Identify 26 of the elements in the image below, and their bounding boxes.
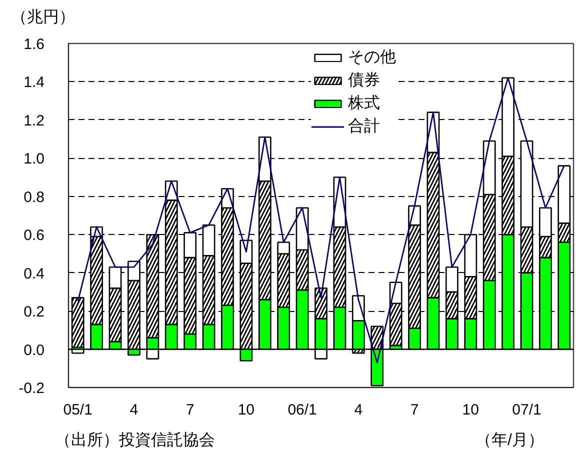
- y-tick-label: 1.6: [24, 36, 45, 53]
- y-tick-label: 0.6: [24, 227, 45, 244]
- x-tick-label: 4: [354, 402, 363, 418]
- x-axis-title: （年/月）: [476, 431, 544, 451]
- x-tick-label: 07/1: [512, 402, 542, 418]
- x-tick-label: 7: [410, 402, 419, 418]
- y-tick-label: 0.0: [24, 342, 45, 359]
- y-tick-label: 1.4: [24, 74, 45, 92]
- y-tick-label: 0.2: [24, 304, 45, 321]
- text: （出所）投資信託協会: [55, 431, 215, 451]
- x-tick-label: 7: [186, 402, 194, 418]
- legend-label: 株式: [348, 94, 380, 114]
- x-tick-label: 10: [238, 402, 255, 418]
- y-tick-label: 0.4: [24, 265, 45, 282]
- y-tick-label: 1.2: [24, 112, 45, 130]
- x-tick-label: 05/1: [63, 402, 92, 418]
- y-tick-label: 0.8: [24, 188, 45, 206]
- x-tick-label: 06/1: [288, 402, 317, 418]
- x-tick-label: 4: [130, 402, 138, 418]
- legend-label: 合計: [348, 116, 380, 137]
- y-tick-label: -0.2: [18, 380, 45, 397]
- x-tick-label: 10: [462, 402, 479, 418]
- legend-label: 債券: [348, 70, 380, 91]
- y-axis-title: （兆円）: [11, 8, 75, 28]
- legend-label: その他: [348, 48, 396, 68]
- y-tick-label: 1.0: [24, 150, 45, 168]
